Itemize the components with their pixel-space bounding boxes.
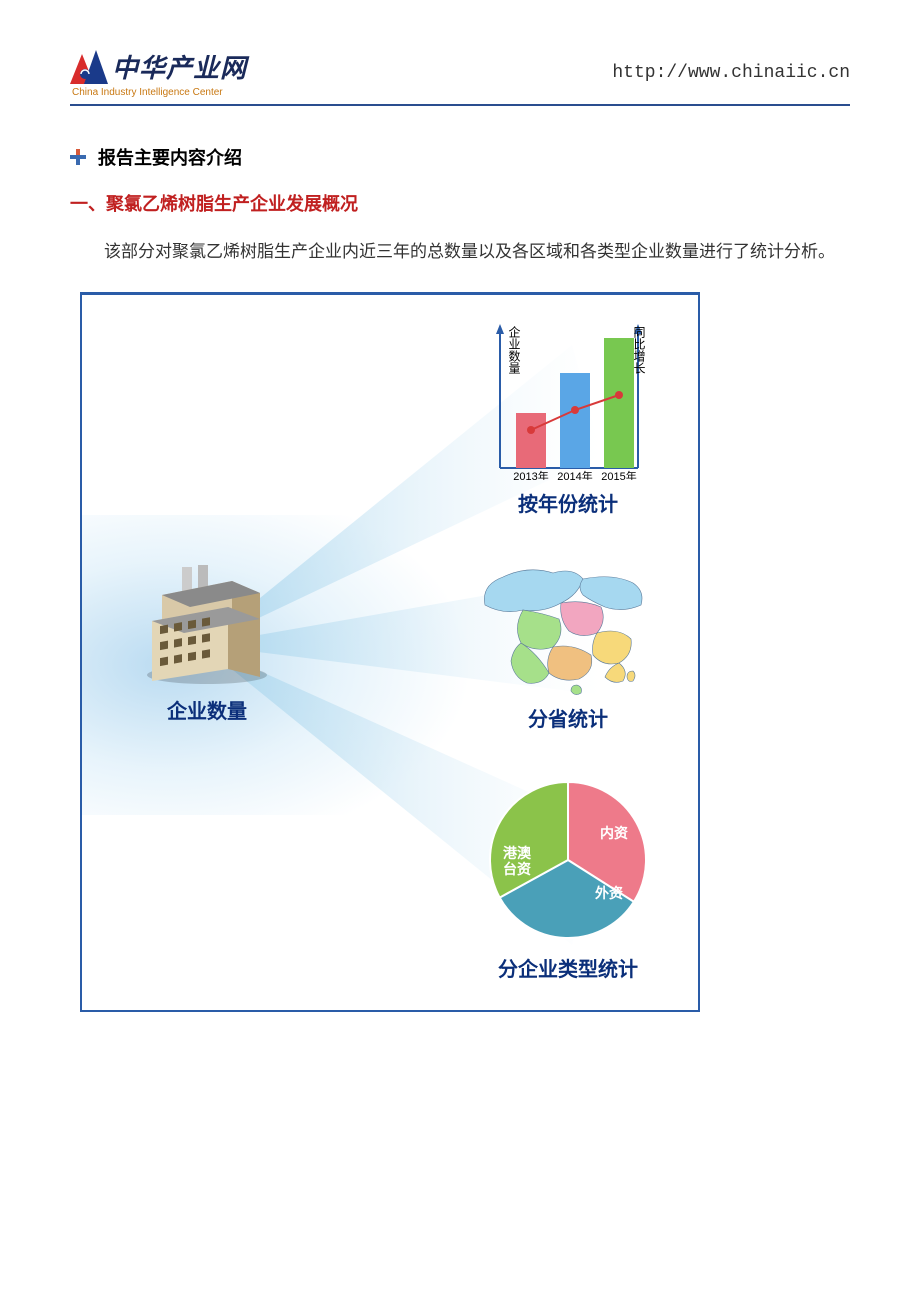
logo-block: 中华产业网 China Industry Intelligence Center (70, 48, 247, 98)
year-chart: 2013年 2014年 2015年 企业数量 同比增长 (488, 320, 648, 480)
pie-label-1: 外资 (595, 883, 623, 903)
section-intro-text: 报告主要内容介绍 (98, 144, 242, 170)
logo-icon (70, 50, 108, 84)
pie-label-0: 内资 (600, 823, 628, 843)
year-chart-block: 2013年 2014年 2015年 企业数量 同比增长 按年份统计 (478, 320, 658, 517)
page-header: 中华产业网 China Industry Intelligence Center… (70, 48, 850, 106)
section-intro: 报告主要内容介绍 (70, 144, 850, 170)
section-heading: 一、聚氯乙烯树脂生产企业发展概况 (70, 190, 850, 216)
svg-text:2015年: 2015年 (601, 469, 636, 480)
left-axis-label: 企业数量 (506, 326, 523, 374)
infographic-container: 企业数量 2013年 2014年 2015年 企业数量 同比增长 按年份统计 分省统… (80, 292, 700, 1012)
pie-chart: 内资 外资 港澳台资 (483, 775, 653, 945)
factory-icon (132, 565, 282, 685)
header-url: http://www.chinaiic.cn (612, 63, 850, 83)
map-title: 分省统计 (468, 703, 668, 732)
left-source-block: 企业数量 (122, 565, 292, 724)
logo-subtitle: China Industry Intelligence Center (72, 87, 223, 98)
year-chart-title: 按年份统计 (478, 488, 658, 517)
svg-text:2013年: 2013年 (513, 469, 548, 480)
pie-title: 分企业类型统计 (478, 953, 658, 982)
left-label: 企业数量 (122, 695, 292, 724)
right-axis-label: 同比增长 (631, 326, 648, 374)
china-map-icon (473, 555, 663, 695)
enterprise-type-block: 内资 外资 港澳台资 分企业类型统计 (478, 775, 658, 982)
svg-text:2014年: 2014年 (557, 469, 592, 480)
section-body: 该部分对聚氯乙烯树脂生产企业内近三年的总数量以及各区域和各类型企业数量进行了统计… (70, 234, 850, 270)
logo-text: 中华产业网 (112, 48, 247, 85)
report-bullet-icon (70, 149, 86, 165)
province-map-block: 分省统计 (468, 555, 668, 732)
pie-label-2: 港澳台资 (503, 845, 531, 879)
